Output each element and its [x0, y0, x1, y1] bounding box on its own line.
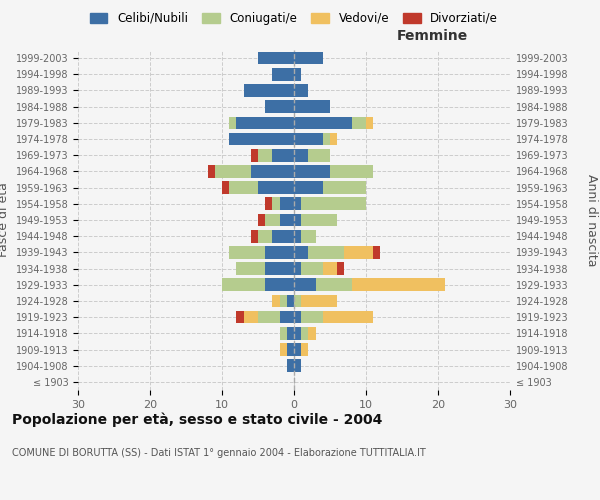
Bar [280, 327, 287, 340]
Bar [287, 294, 294, 308]
Bar [301, 294, 337, 308]
Legend: Celibi/Nubili, Coniugati/e, Vedovi/e, Divorziati/e: Celibi/Nubili, Coniugati/e, Vedovi/e, Di… [86, 8, 502, 28]
Bar [294, 214, 301, 226]
Bar [316, 278, 352, 291]
Bar [323, 182, 366, 194]
Bar [330, 132, 337, 145]
Bar [258, 311, 280, 324]
Text: Popolazione per età, sesso e stato civile - 2004: Popolazione per età, sesso e stato civil… [12, 412, 382, 427]
Bar [294, 246, 308, 258]
Bar [323, 132, 330, 145]
Bar [337, 262, 344, 275]
Bar [208, 165, 215, 177]
Bar [272, 68, 294, 80]
Bar [265, 262, 294, 275]
Bar [265, 100, 294, 113]
Bar [294, 343, 301, 356]
Bar [280, 311, 294, 324]
Bar [244, 84, 294, 97]
Bar [272, 198, 280, 210]
Bar [272, 294, 280, 308]
Bar [294, 116, 352, 129]
Bar [229, 182, 258, 194]
Bar [287, 343, 294, 356]
Bar [229, 246, 265, 258]
Bar [236, 116, 294, 129]
Bar [301, 262, 323, 275]
Bar [236, 262, 265, 275]
Bar [222, 182, 229, 194]
Text: COMUNE DI BORUTTA (SS) - Dati ISTAT 1° gennaio 2004 - Elaborazione TUTTITALIA.IT: COMUNE DI BORUTTA (SS) - Dati ISTAT 1° g… [12, 448, 426, 458]
Bar [294, 327, 301, 340]
Bar [222, 278, 265, 291]
Bar [265, 214, 280, 226]
Bar [229, 132, 294, 145]
Bar [294, 230, 301, 242]
Bar [280, 294, 287, 308]
Bar [258, 52, 294, 64]
Bar [301, 327, 308, 340]
Bar [280, 198, 294, 210]
Bar [251, 230, 258, 242]
Bar [330, 165, 373, 177]
Text: Anni di nascita: Anni di nascita [584, 174, 598, 266]
Bar [352, 116, 366, 129]
Bar [294, 68, 301, 80]
Bar [265, 278, 294, 291]
Bar [323, 311, 373, 324]
Bar [294, 149, 308, 162]
Bar [251, 165, 294, 177]
Bar [244, 311, 258, 324]
Bar [308, 149, 330, 162]
Bar [272, 149, 294, 162]
Bar [294, 311, 301, 324]
Bar [265, 246, 294, 258]
Bar [287, 327, 294, 340]
Bar [294, 182, 323, 194]
Bar [265, 198, 272, 210]
Bar [308, 327, 316, 340]
Bar [251, 149, 258, 162]
Bar [258, 149, 272, 162]
Bar [229, 116, 236, 129]
Bar [287, 360, 294, 372]
Bar [258, 230, 272, 242]
Bar [258, 214, 265, 226]
Bar [294, 360, 301, 372]
Bar [294, 52, 323, 64]
Bar [301, 311, 323, 324]
Bar [236, 311, 244, 324]
Bar [323, 262, 337, 275]
Bar [294, 294, 301, 308]
Bar [294, 278, 316, 291]
Text: Femmine: Femmine [397, 29, 468, 43]
Y-axis label: Fasce di età: Fasce di età [0, 182, 10, 258]
Bar [294, 84, 308, 97]
Bar [294, 165, 330, 177]
Bar [280, 343, 287, 356]
Bar [258, 182, 294, 194]
Bar [366, 116, 373, 129]
Bar [215, 165, 251, 177]
Bar [272, 230, 294, 242]
Bar [373, 246, 380, 258]
Bar [294, 100, 330, 113]
Bar [301, 214, 337, 226]
Bar [294, 132, 323, 145]
Bar [352, 278, 445, 291]
Bar [294, 198, 301, 210]
Bar [301, 230, 316, 242]
Bar [301, 198, 366, 210]
Bar [308, 246, 344, 258]
Bar [280, 214, 294, 226]
Bar [301, 343, 308, 356]
Bar [294, 262, 301, 275]
Bar [344, 246, 373, 258]
